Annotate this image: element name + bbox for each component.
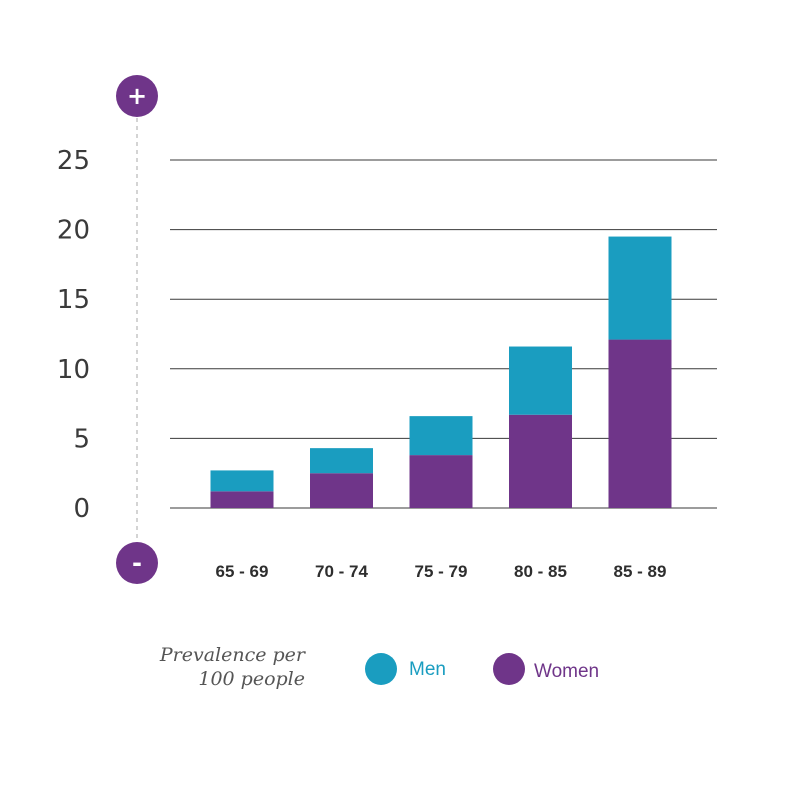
y-tick-label-15: 15 xyxy=(57,285,90,315)
bar-women-2 xyxy=(310,473,373,508)
legend-men-swatch xyxy=(365,653,397,685)
x-tick-label-1: 65 - 69 xyxy=(216,562,269,581)
y-tick-label-5: 5 xyxy=(73,424,90,454)
plus-icon: + xyxy=(127,82,147,110)
bar-women-4 xyxy=(509,414,572,508)
bar-men-4 xyxy=(509,346,572,415)
legend: Men Women xyxy=(365,653,599,685)
bar-women-3 xyxy=(409,455,473,508)
y-tick-labels: 0 5 10 15 20 25 xyxy=(57,146,90,524)
minus-icon: - xyxy=(132,549,142,577)
scale-plus-indicator: + xyxy=(116,75,158,117)
x-tick-labels: 65 - 69 70 - 74 75 - 79 80 - 85 85 - 89 xyxy=(216,562,667,581)
scale-minus-indicator: - xyxy=(116,542,158,584)
legend-men-label: Men xyxy=(409,659,446,680)
x-tick-label-5: 85 - 89 xyxy=(614,562,667,581)
bars xyxy=(210,236,672,508)
bar-men-5 xyxy=(608,236,672,340)
bar-women-5 xyxy=(608,339,672,508)
y-tick-label-20: 20 xyxy=(57,216,90,246)
minus-circle xyxy=(116,542,158,584)
bar-men-3 xyxy=(409,416,473,456)
bar-men-2 xyxy=(310,448,373,474)
y-tick-label-10: 10 xyxy=(57,355,90,385)
footnote-line-1: Prevalence per xyxy=(159,644,307,666)
legend-women-swatch xyxy=(493,653,525,685)
y-tick-label-0: 0 xyxy=(73,494,90,524)
bar-men-1 xyxy=(210,470,274,492)
plus-circle xyxy=(116,75,158,117)
x-tick-label-4: 80 - 85 xyxy=(514,562,567,581)
x-tick-label-2: 70 - 74 xyxy=(315,562,368,581)
legend-women-label: Women xyxy=(534,661,599,682)
y-tick-label-25: 25 xyxy=(57,146,90,176)
x-tick-label-3: 75 - 79 xyxy=(415,562,468,581)
footnote-line-2: 100 people xyxy=(198,668,305,690)
bar-women-1 xyxy=(210,491,274,508)
